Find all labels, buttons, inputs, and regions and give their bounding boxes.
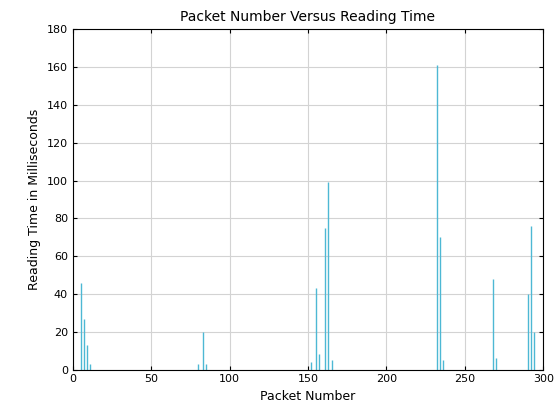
Title: Packet Number Versus Reading Time: Packet Number Versus Reading Time [180, 10, 436, 24]
Y-axis label: Reading Time in Milliseconds: Reading Time in Milliseconds [28, 109, 41, 290]
X-axis label: Packet Number: Packet Number [260, 390, 356, 403]
